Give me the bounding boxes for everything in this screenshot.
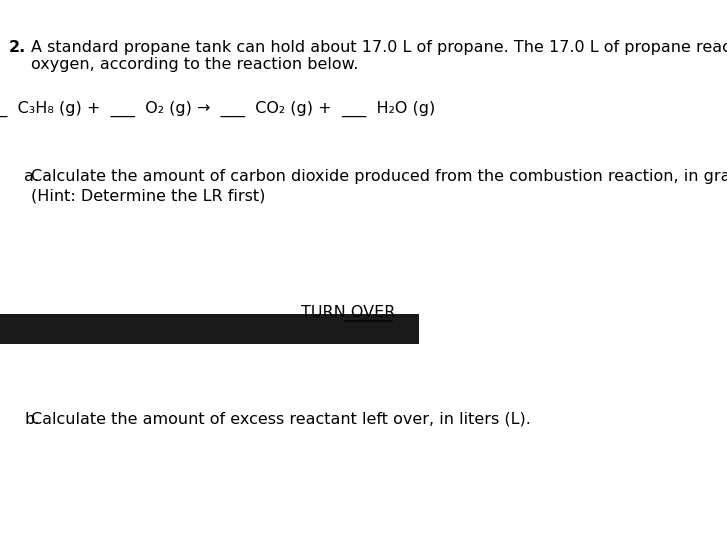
Text: TURN OVER: TURN OVER xyxy=(301,305,395,320)
Text: (Hint: Determine the LR first): (Hint: Determine the LR first) xyxy=(31,188,266,203)
Text: Calculate the amount of excess reactant left over, in liters (L).: Calculate the amount of excess reactant … xyxy=(31,412,531,427)
Text: b.: b. xyxy=(24,412,40,427)
Text: ___  C₃H₈ (g) +  ___  O₂ (g) →  ___  CO₂ (g) +  ___  H₂O (g): ___ C₃H₈ (g) + ___ O₂ (g) → ___ CO₂ (g) … xyxy=(0,101,435,117)
Text: 2.: 2. xyxy=(9,40,26,55)
Bar xyxy=(0,315,419,344)
Text: Calculate the amount of carbon dioxide produced from the combustion reaction, in: Calculate the amount of carbon dioxide p… xyxy=(31,169,727,184)
Text: a.: a. xyxy=(24,169,39,184)
Text: A standard propane tank can hold about 17.0 L of propane. The 17.0 L of propane : A standard propane tank can hold about 1… xyxy=(31,40,727,55)
Text: oxygen, according to the reaction below.: oxygen, according to the reaction below. xyxy=(31,57,359,72)
